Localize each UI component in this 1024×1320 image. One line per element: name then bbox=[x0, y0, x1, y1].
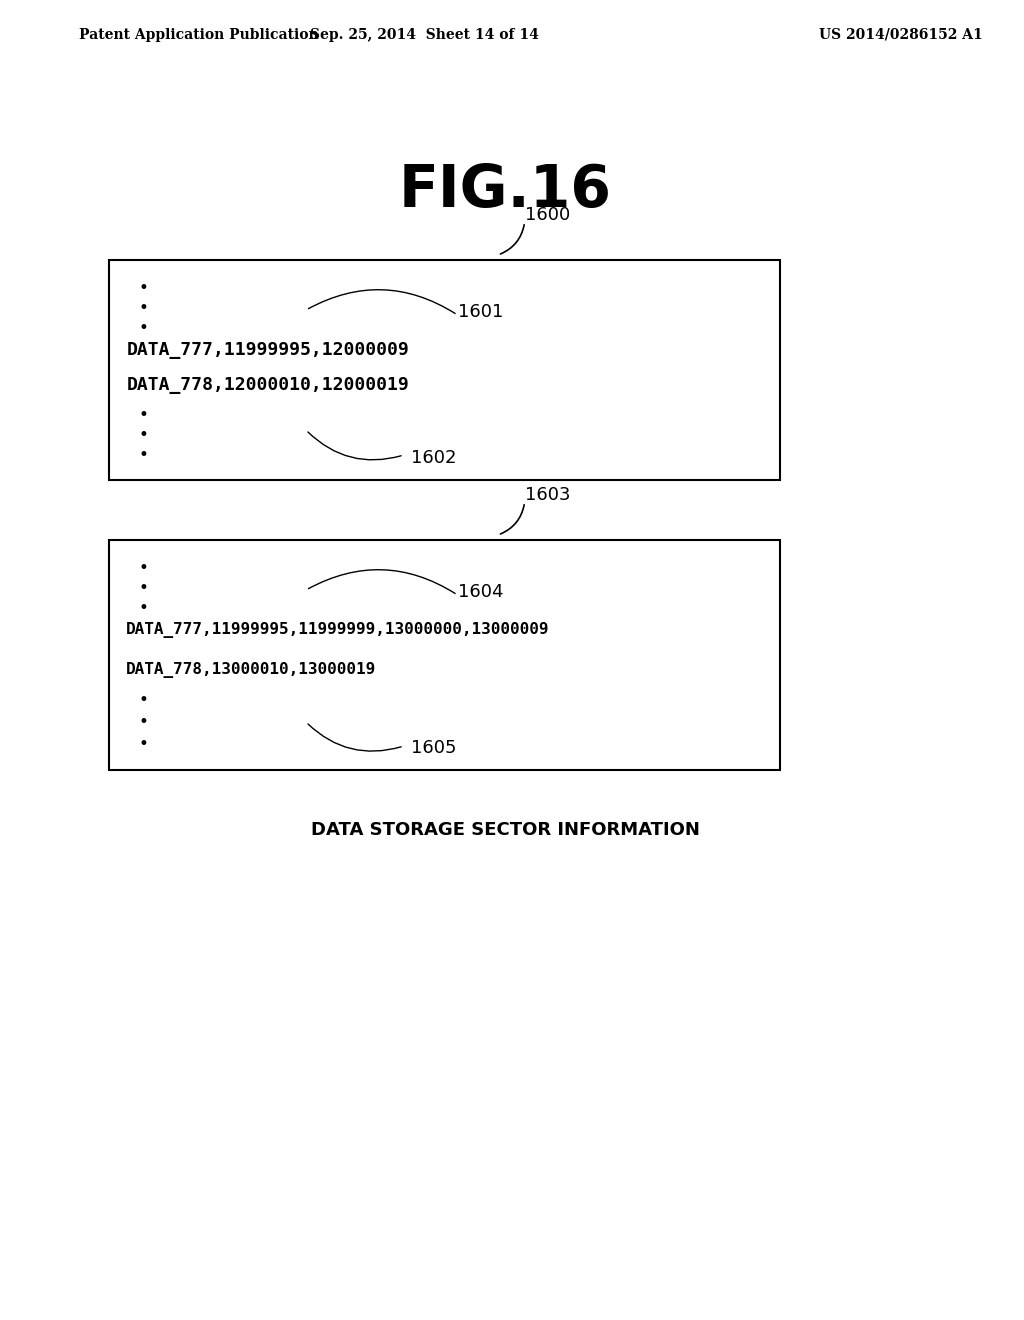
Text: •: • bbox=[138, 713, 148, 731]
Text: DATA STORAGE SECTOR INFORMATION: DATA STORAGE SECTOR INFORMATION bbox=[311, 821, 699, 840]
Text: 1601: 1601 bbox=[458, 304, 503, 321]
Text: •: • bbox=[138, 446, 148, 465]
Text: 1603: 1603 bbox=[524, 486, 570, 504]
Text: •: • bbox=[138, 735, 148, 752]
Text: 1605: 1605 bbox=[411, 739, 456, 756]
Text: 1602: 1602 bbox=[411, 449, 456, 467]
Text: •: • bbox=[138, 579, 148, 597]
Text: Sep. 25, 2014  Sheet 14 of 14: Sep. 25, 2014 Sheet 14 of 14 bbox=[310, 28, 539, 42]
FancyBboxPatch shape bbox=[109, 540, 779, 770]
Text: DATA_778,13000010,13000019: DATA_778,13000010,13000019 bbox=[126, 663, 377, 678]
Text: •: • bbox=[138, 426, 148, 444]
Text: 1604: 1604 bbox=[458, 583, 503, 601]
Text: •: • bbox=[138, 690, 148, 709]
Text: FIG.16: FIG.16 bbox=[398, 161, 611, 219]
FancyBboxPatch shape bbox=[109, 260, 779, 480]
Text: DATA_778,12000010,12000019: DATA_778,12000010,12000019 bbox=[126, 376, 409, 393]
Text: US 2014/0286152 A1: US 2014/0286152 A1 bbox=[819, 28, 983, 42]
Text: •: • bbox=[138, 279, 148, 297]
Text: DATA_777,11999995,11999999,13000000,13000009: DATA_777,11999995,11999999,13000000,1300… bbox=[126, 622, 550, 638]
Text: •: • bbox=[138, 407, 148, 424]
Text: 1600: 1600 bbox=[524, 206, 570, 224]
Text: •: • bbox=[138, 599, 148, 616]
Text: •: • bbox=[138, 300, 148, 317]
Text: Patent Application Publication: Patent Application Publication bbox=[79, 28, 318, 42]
Text: •: • bbox=[138, 319, 148, 337]
Text: •: • bbox=[138, 558, 148, 577]
Text: DATA_777,11999995,12000009: DATA_777,11999995,12000009 bbox=[126, 341, 409, 359]
